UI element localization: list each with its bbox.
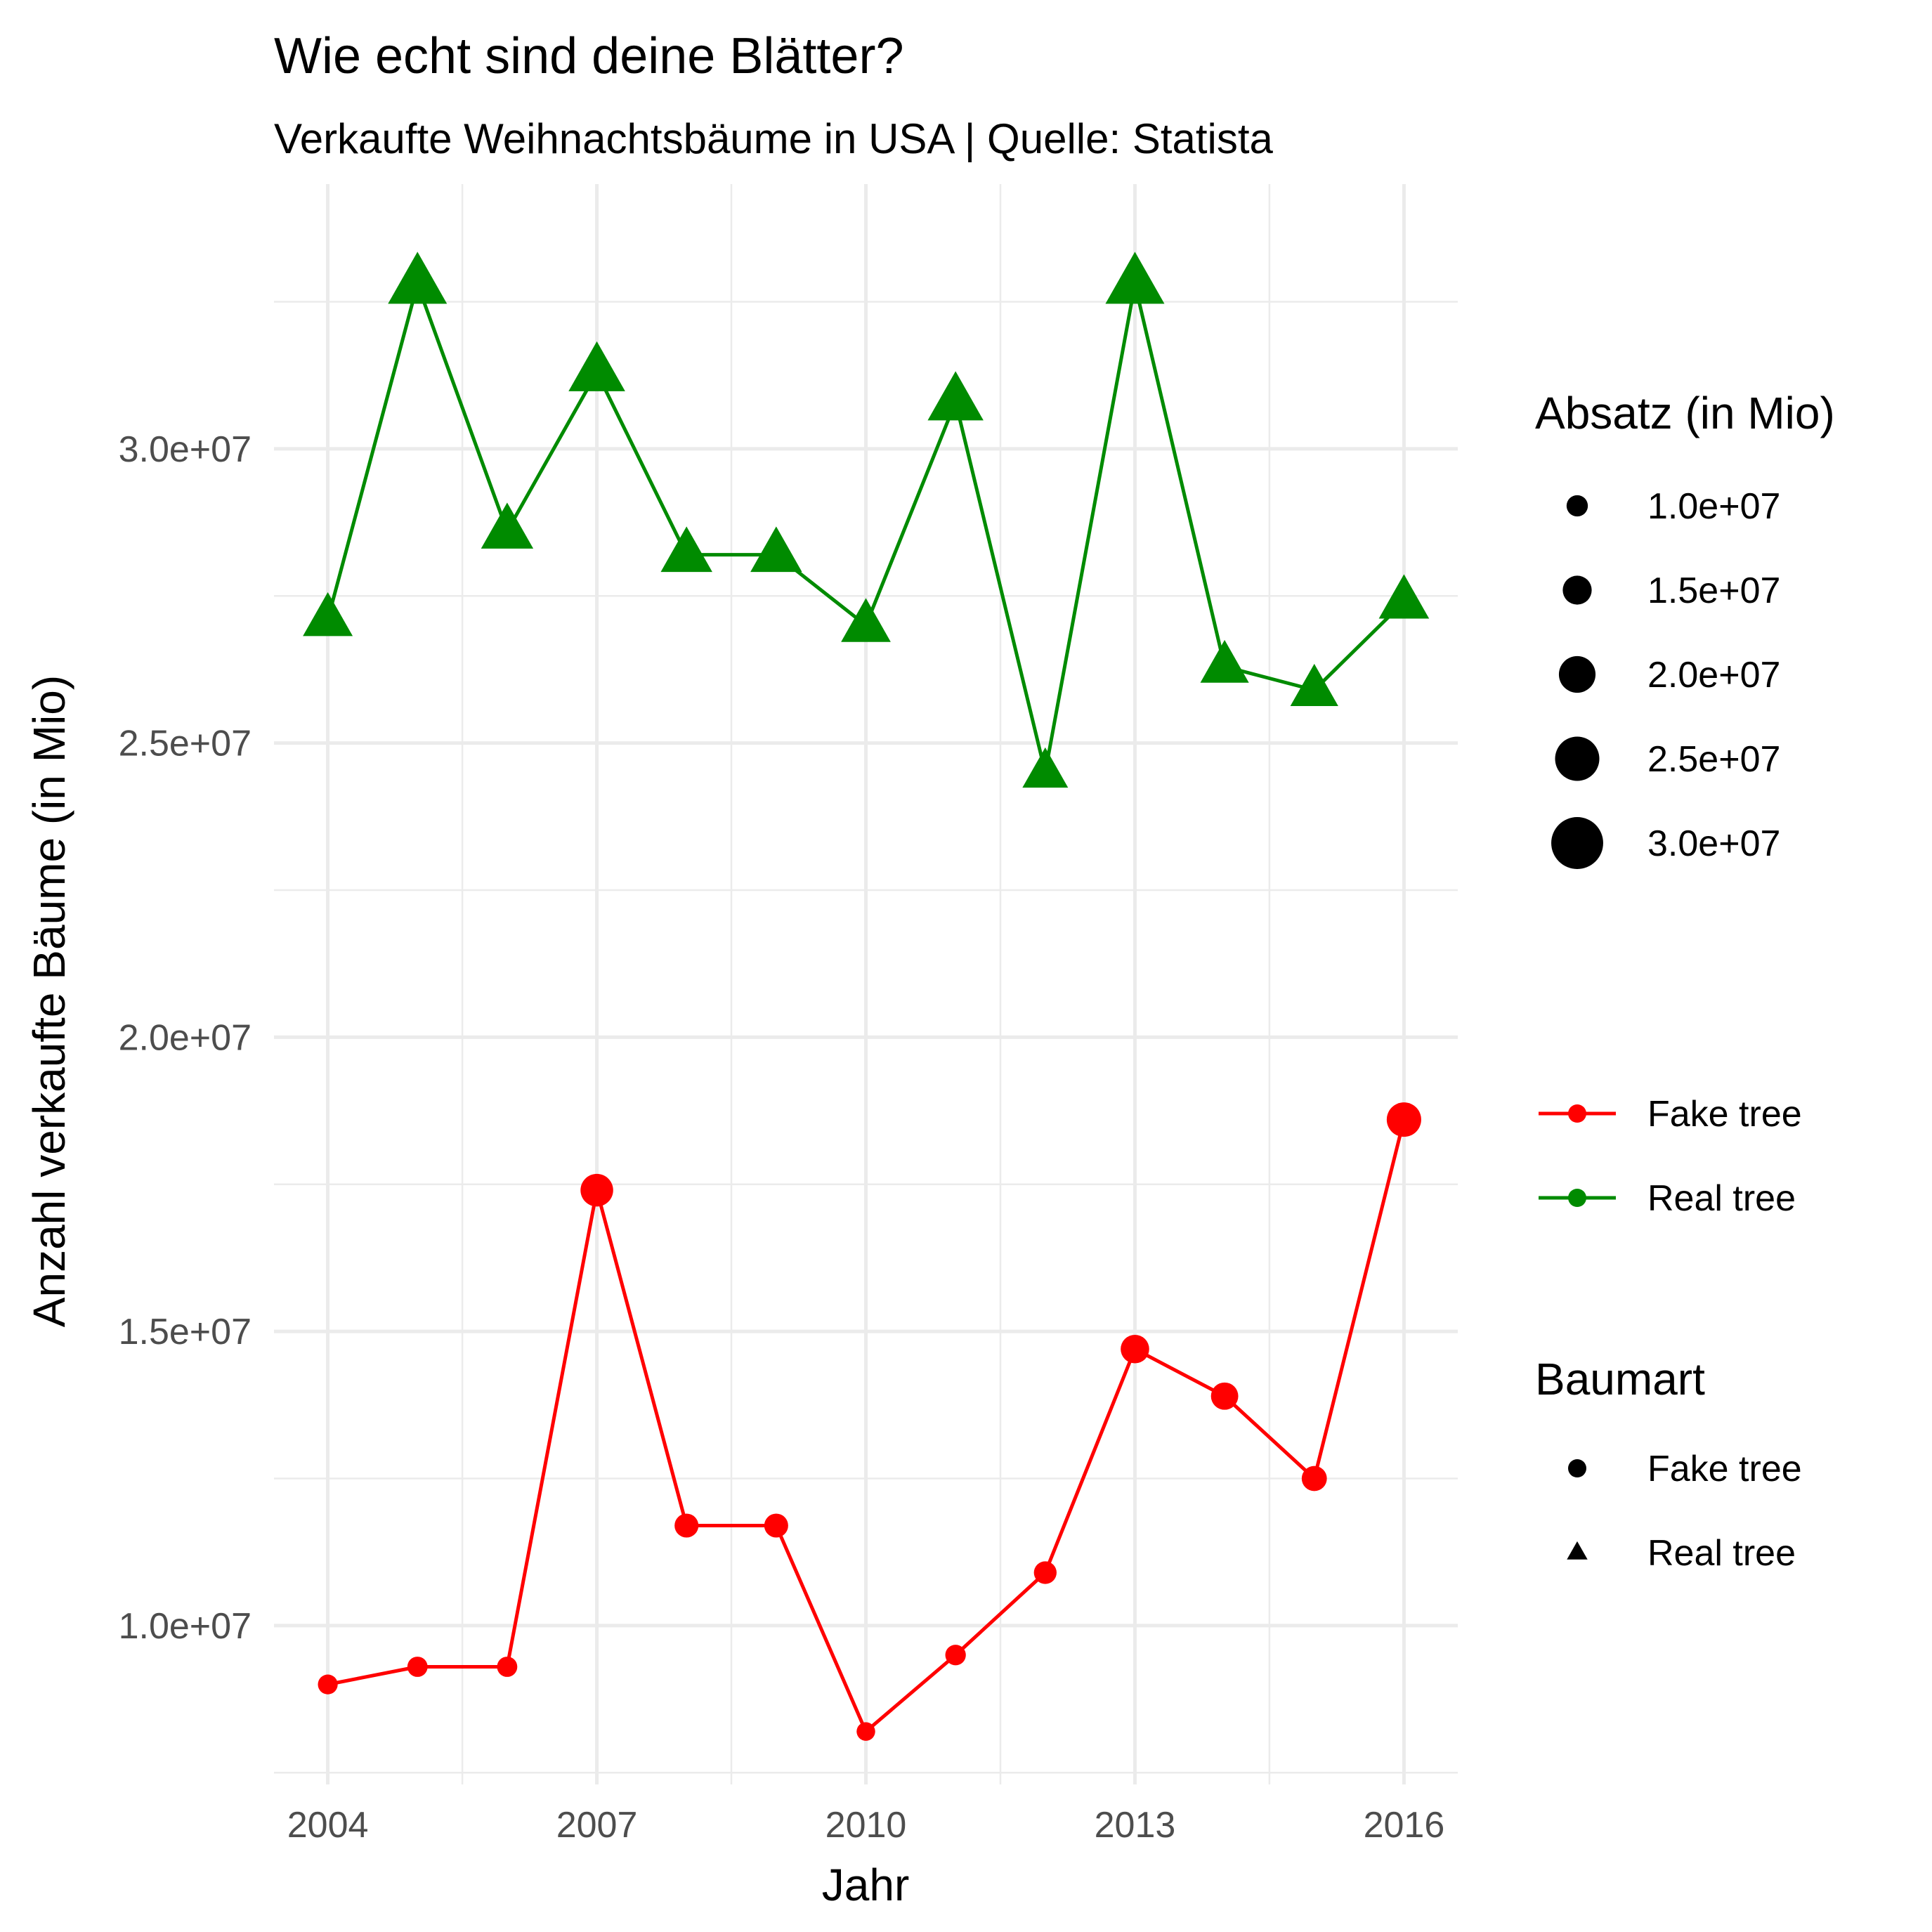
- point-fake-tree: [856, 1722, 875, 1741]
- legend-shape-label: Fake tree: [1647, 1449, 1802, 1489]
- x-tick-label: 2013: [1095, 1805, 1176, 1846]
- legend-size-key: [1551, 817, 1603, 869]
- chart-title: Wie echt sind deine Blätter?: [274, 28, 903, 84]
- point-real-tree: [568, 341, 625, 391]
- legend-shape-title: Baumart: [1535, 1354, 1705, 1404]
- legend-color-label: Fake tree: [1647, 1094, 1802, 1135]
- point-fake-tree: [1210, 1382, 1239, 1410]
- y-axis-tick-labels: 1.0e+07 1.5e+07 2.0e+07 2.5e+07 3.0e+07: [119, 429, 252, 1647]
- legend-size-label: 2.5e+07: [1647, 739, 1780, 780]
- legend-size-label: 1.0e+07: [1647, 486, 1780, 527]
- point-real-tree: [481, 502, 534, 549]
- point-fake-tree: [1121, 1334, 1149, 1364]
- legend-shape-key-triangle: [1567, 1541, 1588, 1560]
- legend-size-key: [1558, 655, 1596, 693]
- y-tick-label: 2.0e+07: [119, 1017, 252, 1058]
- legend-color-key-point: [1568, 1189, 1586, 1207]
- plot-grid: [274, 184, 1458, 1784]
- point-fake-tree: [1301, 1466, 1327, 1492]
- point-fake-tree: [674, 1513, 699, 1538]
- legend-color: Fake tree Real tree: [1539, 1094, 1802, 1219]
- legend-shape: Baumart Fake tree Real tree: [1535, 1354, 1802, 1574]
- x-axis-title: Jahr: [822, 1860, 910, 1910]
- x-tick-label: 2007: [556, 1805, 638, 1846]
- point-real-tree: [303, 592, 353, 637]
- point-fake-tree: [945, 1645, 966, 1666]
- legend-size-key: [1555, 736, 1600, 781]
- legend-size: Absatz (in Mio) 1.0e+07 1.5e+07 2.0e+07 2.5…: [1535, 388, 1835, 869]
- legend-size-key: [1566, 495, 1588, 517]
- point-real-tree: [1105, 252, 1165, 304]
- legend-shape-label: Real tree: [1647, 1533, 1796, 1574]
- x-axis-tick-labels: 2004 2007 2010 2013 2016: [287, 1805, 1445, 1846]
- point-fake-tree: [1033, 1561, 1057, 1584]
- point-real-tree: [1378, 574, 1430, 619]
- point-fake-tree: [497, 1657, 518, 1677]
- legend-color-label: Real tree: [1647, 1178, 1796, 1219]
- x-tick-label: 2004: [287, 1805, 369, 1846]
- legend-shape-key-circle: [1568, 1459, 1586, 1477]
- legend-color-key-point: [1568, 1104, 1586, 1123]
- point-real-tree: [1200, 639, 1249, 683]
- point-real-tree: [1022, 747, 1069, 788]
- chart-subtitle: Verkaufte Weihnachtsbäume in USA | Quell…: [274, 115, 1274, 162]
- point-real-tree: [660, 526, 712, 573]
- point-fake-tree: [407, 1657, 428, 1677]
- legend-size-label: 3.0e+07: [1647, 823, 1780, 864]
- y-axis-title: Anzahl verkaufte Bäume (in Mio): [24, 675, 74, 1327]
- y-tick-label: 1.5e+07: [119, 1312, 252, 1352]
- point-real-tree: [388, 252, 448, 304]
- point-fake-tree: [318, 1674, 338, 1695]
- point-real-tree: [1290, 663, 1338, 706]
- point-real-tree: [841, 598, 891, 642]
- y-tick-label: 2.5e+07: [119, 724, 252, 764]
- legend-size-key: [1562, 575, 1592, 605]
- legend-size-title: Absatz (in Mio): [1535, 388, 1835, 438]
- point-fake-tree: [764, 1513, 788, 1538]
- y-tick-label: 3.0e+07: [119, 429, 252, 470]
- point-real-tree: [927, 371, 984, 421]
- y-tick-label: 1.0e+07: [119, 1606, 252, 1647]
- x-tick-label: 2016: [1364, 1805, 1445, 1846]
- legend-size-label: 1.5e+07: [1647, 570, 1780, 611]
- series-markers: [303, 252, 1430, 1741]
- x-tick-label: 2010: [825, 1805, 907, 1846]
- point-real-tree: [750, 526, 802, 573]
- legend-size-label: 2.0e+07: [1647, 655, 1780, 696]
- point-fake-tree: [1386, 1102, 1421, 1137]
- point-fake-tree: [580, 1173, 613, 1207]
